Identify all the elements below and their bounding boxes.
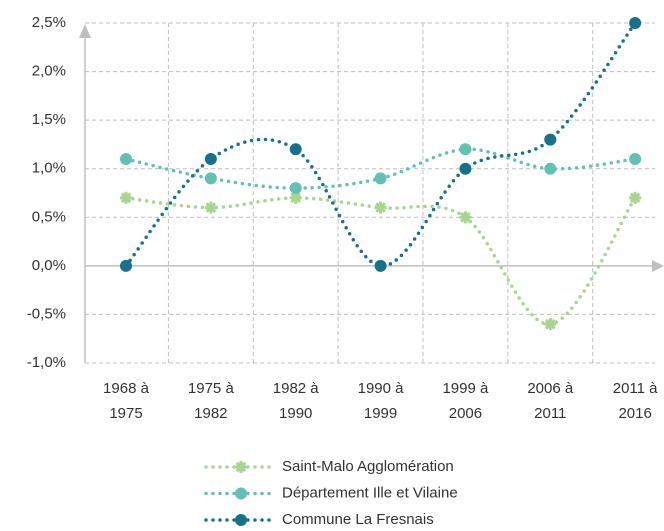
marker [374, 259, 387, 272]
y-tick-label: -0,5% [27, 305, 66, 322]
marker [204, 153, 217, 165]
x-axis-arrow [652, 260, 664, 272]
y-tick-label: 2,5% [32, 14, 66, 31]
marker-core [122, 194, 130, 202]
grid [85, 22, 655, 364]
y-axis-arrow [79, 24, 91, 38]
marker [629, 191, 642, 204]
marker [544, 133, 557, 146]
x-tick-label: 2011 à 2016 [613, 380, 658, 422]
marker-core [377, 204, 385, 212]
legend-item: Département Ille et Vilaine [204, 484, 458, 501]
marker [459, 211, 472, 224]
legend-item: Saint-Malo Agglomération [204, 458, 454, 475]
marker [204, 172, 217, 185]
y-tick-label: 2,0% [32, 63, 66, 80]
y-tick-label: 1,0% [32, 160, 66, 177]
marker [629, 153, 642, 165]
marker [374, 201, 387, 214]
marker [235, 487, 247, 500]
marker [459, 143, 472, 156]
marker-core [461, 213, 469, 221]
marker-core [207, 204, 215, 212]
marker [235, 461, 247, 473]
marker [120, 153, 132, 165]
marker-core [546, 320, 554, 328]
marker [204, 201, 217, 214]
marker [544, 162, 557, 175]
x-tick-label: 1990 à 1999 [358, 380, 405, 422]
legend-label: Commune La Fresnais [282, 511, 434, 528]
marker [235, 514, 247, 526]
marker [120, 259, 132, 272]
y-tick-label: 0,5% [32, 208, 66, 225]
marker [289, 143, 302, 156]
x-tick-label: 1968 à 1975 [103, 380, 150, 422]
series-line [124, 21, 637, 268]
y-tick-label: -1,0% [27, 354, 66, 371]
marker [120, 191, 132, 204]
marker-core [631, 194, 639, 202]
marker [459, 162, 472, 175]
x-tick-label: 1982 à 1990 [273, 380, 320, 422]
marker-core [237, 463, 245, 471]
marker [629, 17, 642, 29]
marker [544, 318, 557, 331]
legend-item: Commune La Fresnais [204, 511, 434, 528]
legend-label: Département Ille et Vilaine [282, 484, 458, 501]
x-tick-label: 1975 à 1982 [188, 380, 235, 422]
x-tick-label: 2006 à 2011 [527, 380, 574, 422]
x-tick-label: 1999 à 2006 [442, 380, 489, 422]
marker [374, 172, 387, 185]
marker [289, 182, 302, 195]
y-tick-label: 1,5% [32, 111, 66, 128]
marker-core [292, 194, 300, 202]
y-tick-label: 0,0% [32, 257, 66, 274]
legend-label: Saint-Malo Agglomération [282, 458, 454, 475]
